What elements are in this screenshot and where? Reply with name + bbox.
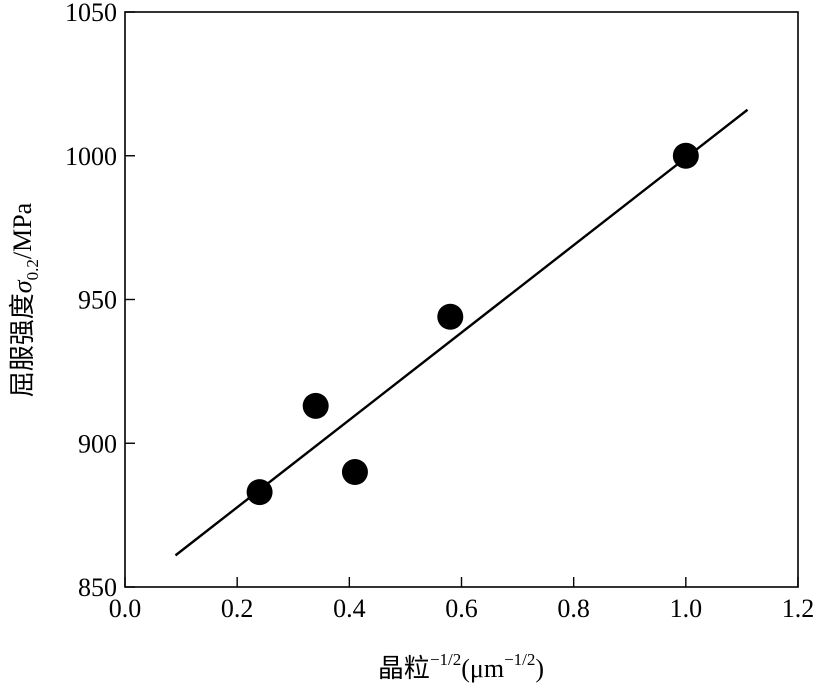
y-axis-label: 屈服强度σ0.2/MPa bbox=[8, 202, 42, 397]
data-points bbox=[246, 142, 699, 506]
y-tick-label: 950 bbox=[78, 286, 117, 315]
data-point bbox=[302, 392, 329, 419]
plot-frame bbox=[124, 11, 799, 588]
data-point bbox=[246, 479, 273, 506]
x-tick-label: 0.8 bbox=[557, 594, 590, 623]
y-tick-label: 1050 bbox=[65, 0, 117, 27]
data-point bbox=[341, 459, 368, 485]
y-ticks: 850 900 950 1000 1050 bbox=[65, 0, 135, 602]
x-tick-label: 1.0 bbox=[670, 594, 703, 623]
x-tick-label: 0.6 bbox=[445, 594, 478, 623]
fit-line-group bbox=[174, 108, 749, 557]
fit-line bbox=[174, 108, 749, 557]
y-tick-label: 850 bbox=[78, 573, 117, 602]
y-tick-label: 900 bbox=[78, 429, 117, 458]
x-axis-label: 晶粒−1/2(μm−1/2) bbox=[378, 650, 544, 683]
x-tick-label: 1.2 bbox=[782, 594, 815, 623]
x-tick-label: 0.4 bbox=[333, 594, 366, 623]
data-point bbox=[437, 303, 464, 330]
x-tick-label: 0.2 bbox=[221, 594, 254, 623]
y-tick-label: 1000 bbox=[65, 142, 117, 171]
data-point bbox=[672, 142, 699, 169]
x-ticks: 0.0 0.2 0.4 0.6 0.8 1.0 1.2 bbox=[109, 577, 815, 623]
x-tick-label: 0.0 bbox=[109, 594, 142, 623]
